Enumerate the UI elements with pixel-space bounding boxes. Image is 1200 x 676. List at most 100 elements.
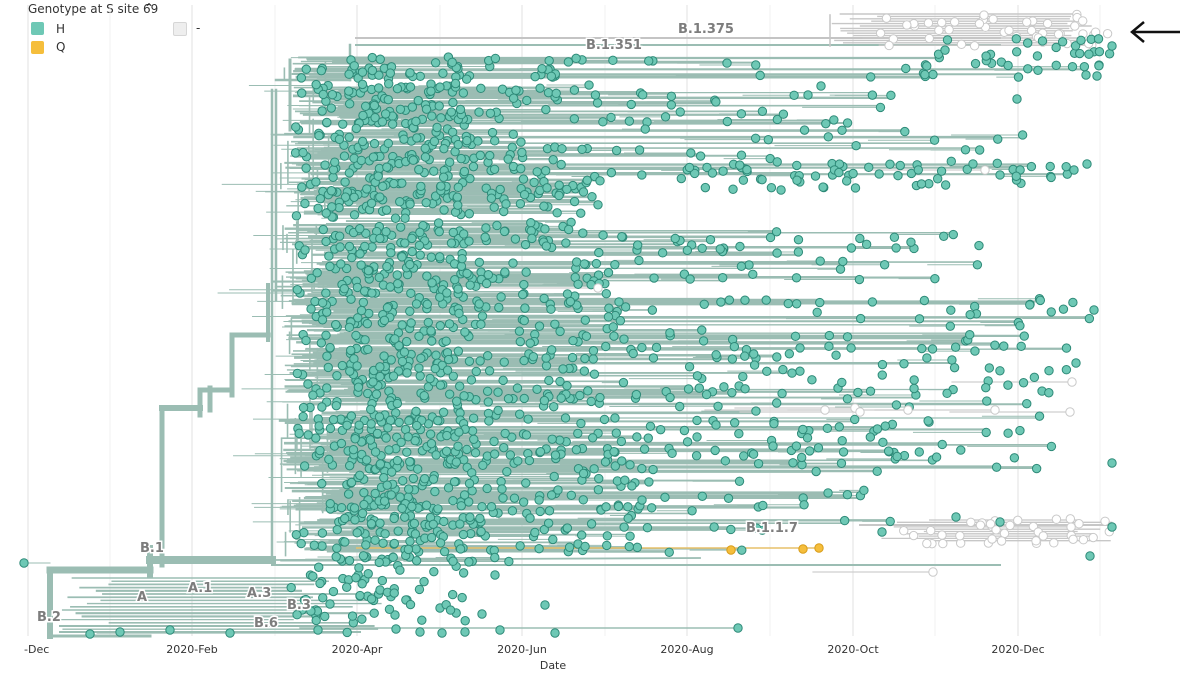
tip-h <box>355 249 365 259</box>
tip-h <box>317 541 327 551</box>
tip-h <box>1044 388 1054 398</box>
tip-h <box>588 354 598 364</box>
tip-h <box>516 163 526 174</box>
tip-h <box>616 436 627 447</box>
tip-h <box>748 269 758 279</box>
tip-h <box>521 478 531 488</box>
clade-label: A <box>137 590 147 605</box>
tip-h <box>369 608 379 618</box>
tip-h <box>405 82 416 92</box>
tip-h <box>414 584 425 595</box>
tip-h <box>395 197 405 207</box>
tip-h <box>425 429 436 439</box>
tip-h <box>1011 171 1021 181</box>
tip-h <box>824 341 834 352</box>
tip-h <box>783 298 793 309</box>
tip-h <box>476 83 486 94</box>
tip-h <box>354 420 364 430</box>
tip-h <box>482 386 493 396</box>
tip-h <box>419 390 429 401</box>
tip-h <box>429 566 439 577</box>
tip-h <box>981 427 991 438</box>
tip-h <box>995 517 1005 527</box>
tip-h <box>601 341 611 352</box>
tip-deletion <box>1065 407 1075 417</box>
tip-h <box>554 190 564 201</box>
tip-h <box>867 297 878 307</box>
tip-h <box>757 106 768 117</box>
tip-h <box>426 326 436 336</box>
tip-h <box>366 198 377 208</box>
tip-h <box>816 81 826 91</box>
tip-h <box>422 299 432 310</box>
tip-h <box>632 542 643 553</box>
tip-h <box>465 173 475 184</box>
tip-h <box>606 112 616 123</box>
tip-h <box>709 522 719 532</box>
tip-h <box>324 251 334 261</box>
tip-h <box>435 292 445 302</box>
legend-swatch-h[interactable] <box>31 22 44 35</box>
tip-h <box>540 166 551 176</box>
tip-h <box>320 611 330 622</box>
tip-h <box>420 143 430 153</box>
tip-h <box>573 428 583 439</box>
tip-h <box>344 555 355 566</box>
tip-q <box>814 543 824 553</box>
tip-h <box>1017 130 1028 140</box>
tip-h <box>458 88 469 98</box>
tip-h <box>356 305 367 316</box>
tip-h <box>895 160 905 171</box>
tip-h <box>553 485 563 495</box>
tip-h <box>749 349 759 359</box>
tip-h <box>795 366 805 376</box>
tip-h <box>332 370 342 381</box>
tip-h <box>306 606 316 616</box>
tip-h <box>965 309 975 320</box>
legend-swatch-deletion[interactable] <box>173 22 187 36</box>
tip-h <box>932 174 943 184</box>
tip-h <box>886 90 896 101</box>
tip-h <box>626 99 636 110</box>
tip-h <box>981 51 991 61</box>
tip-h <box>19 558 29 568</box>
tip-h <box>608 322 618 332</box>
tip-h <box>787 368 797 378</box>
tip-h <box>1051 60 1061 71</box>
tip-h <box>390 610 400 620</box>
tip-h <box>951 512 961 522</box>
tip-h <box>1011 34 1022 44</box>
tip-h <box>889 232 900 242</box>
tip-deletion <box>944 25 954 35</box>
tip-h <box>727 354 738 364</box>
tip-deletion <box>925 525 936 536</box>
tip-h <box>416 353 426 364</box>
tip-h <box>866 72 876 82</box>
tip-h <box>576 208 586 218</box>
tip-h <box>498 375 508 386</box>
tip-h <box>298 147 308 158</box>
tip-deletion <box>1102 28 1113 39</box>
tip-h <box>930 273 940 284</box>
tip-h <box>519 355 529 366</box>
tip-h <box>392 455 403 466</box>
tip-h <box>772 352 782 362</box>
tip-h <box>457 253 467 264</box>
tip-h <box>378 181 388 192</box>
tip-h <box>701 389 712 400</box>
chevron-up-icon[interactable]: ⌃ <box>144 1 155 15</box>
tip-deletion <box>974 19 985 29</box>
tip-h <box>665 392 675 403</box>
tip-h <box>729 341 740 352</box>
tip-h <box>366 519 377 529</box>
tip-h <box>646 503 657 513</box>
tip-deletion <box>1013 515 1023 526</box>
legend-swatch-q[interactable] <box>31 41 44 54</box>
tip-h <box>807 375 817 385</box>
tip-h <box>374 70 384 80</box>
tip-h <box>445 605 456 615</box>
tip-h <box>530 71 540 82</box>
tip-h <box>331 400 342 411</box>
legend-label-q: Q <box>56 40 66 54</box>
tip-h <box>919 295 930 306</box>
